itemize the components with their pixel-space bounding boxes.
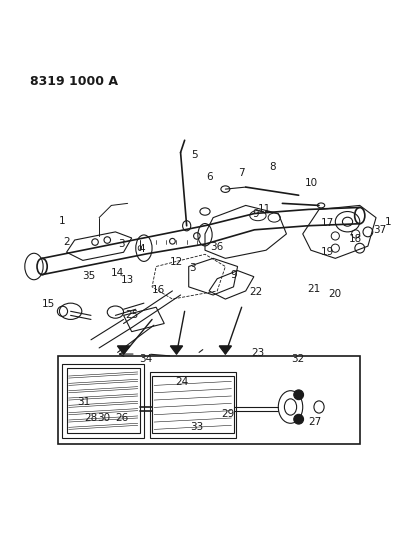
Polygon shape bbox=[117, 346, 129, 354]
Circle shape bbox=[293, 414, 303, 424]
Text: 16: 16 bbox=[151, 285, 164, 295]
Text: 19: 19 bbox=[320, 247, 333, 257]
Text: 13: 13 bbox=[121, 274, 134, 285]
Polygon shape bbox=[219, 346, 231, 354]
Text: 11: 11 bbox=[257, 205, 270, 214]
Text: 33: 33 bbox=[190, 422, 203, 432]
Text: 12: 12 bbox=[169, 257, 183, 268]
Polygon shape bbox=[170, 346, 182, 354]
Text: 6: 6 bbox=[205, 172, 212, 182]
Text: 4: 4 bbox=[138, 244, 145, 254]
Text: 20: 20 bbox=[328, 289, 341, 299]
Text: 22: 22 bbox=[249, 287, 262, 297]
Text: 8319 1000 A: 8319 1000 A bbox=[30, 75, 118, 88]
Text: 14: 14 bbox=[110, 269, 124, 278]
Text: 3: 3 bbox=[189, 263, 196, 273]
Text: 35: 35 bbox=[82, 271, 95, 281]
Text: 21: 21 bbox=[307, 284, 320, 294]
Text: 23: 23 bbox=[251, 348, 264, 358]
Text: 15: 15 bbox=[41, 300, 55, 309]
Text: 17: 17 bbox=[320, 218, 333, 228]
Text: 28: 28 bbox=[84, 414, 97, 423]
Bar bbox=[62, 364, 144, 438]
Text: 27: 27 bbox=[308, 417, 321, 427]
Text: 9: 9 bbox=[252, 208, 258, 219]
Circle shape bbox=[293, 390, 303, 400]
Text: 34: 34 bbox=[139, 354, 152, 365]
Text: 3: 3 bbox=[118, 239, 124, 249]
Text: 31: 31 bbox=[77, 397, 90, 407]
Text: 32: 32 bbox=[290, 354, 303, 365]
Text: 7: 7 bbox=[238, 168, 244, 178]
Text: 2: 2 bbox=[63, 237, 70, 247]
Text: 18: 18 bbox=[348, 234, 362, 244]
Text: 1: 1 bbox=[384, 217, 391, 227]
Text: 37: 37 bbox=[373, 225, 386, 235]
Bar bbox=[150, 373, 235, 438]
Text: 25: 25 bbox=[125, 310, 138, 320]
Bar bbox=[66, 368, 139, 433]
Text: 30: 30 bbox=[97, 414, 110, 423]
Text: 10: 10 bbox=[303, 178, 317, 188]
Text: 8: 8 bbox=[268, 161, 275, 172]
Text: 5: 5 bbox=[191, 150, 198, 159]
Text: 9: 9 bbox=[229, 270, 236, 280]
Text: 36: 36 bbox=[210, 242, 223, 252]
Text: 1: 1 bbox=[59, 216, 65, 226]
Text: 26: 26 bbox=[115, 414, 128, 423]
Text: 24: 24 bbox=[175, 377, 188, 387]
Text: 29: 29 bbox=[220, 409, 234, 419]
Bar bbox=[152, 376, 233, 433]
Bar bbox=[58, 356, 359, 443]
